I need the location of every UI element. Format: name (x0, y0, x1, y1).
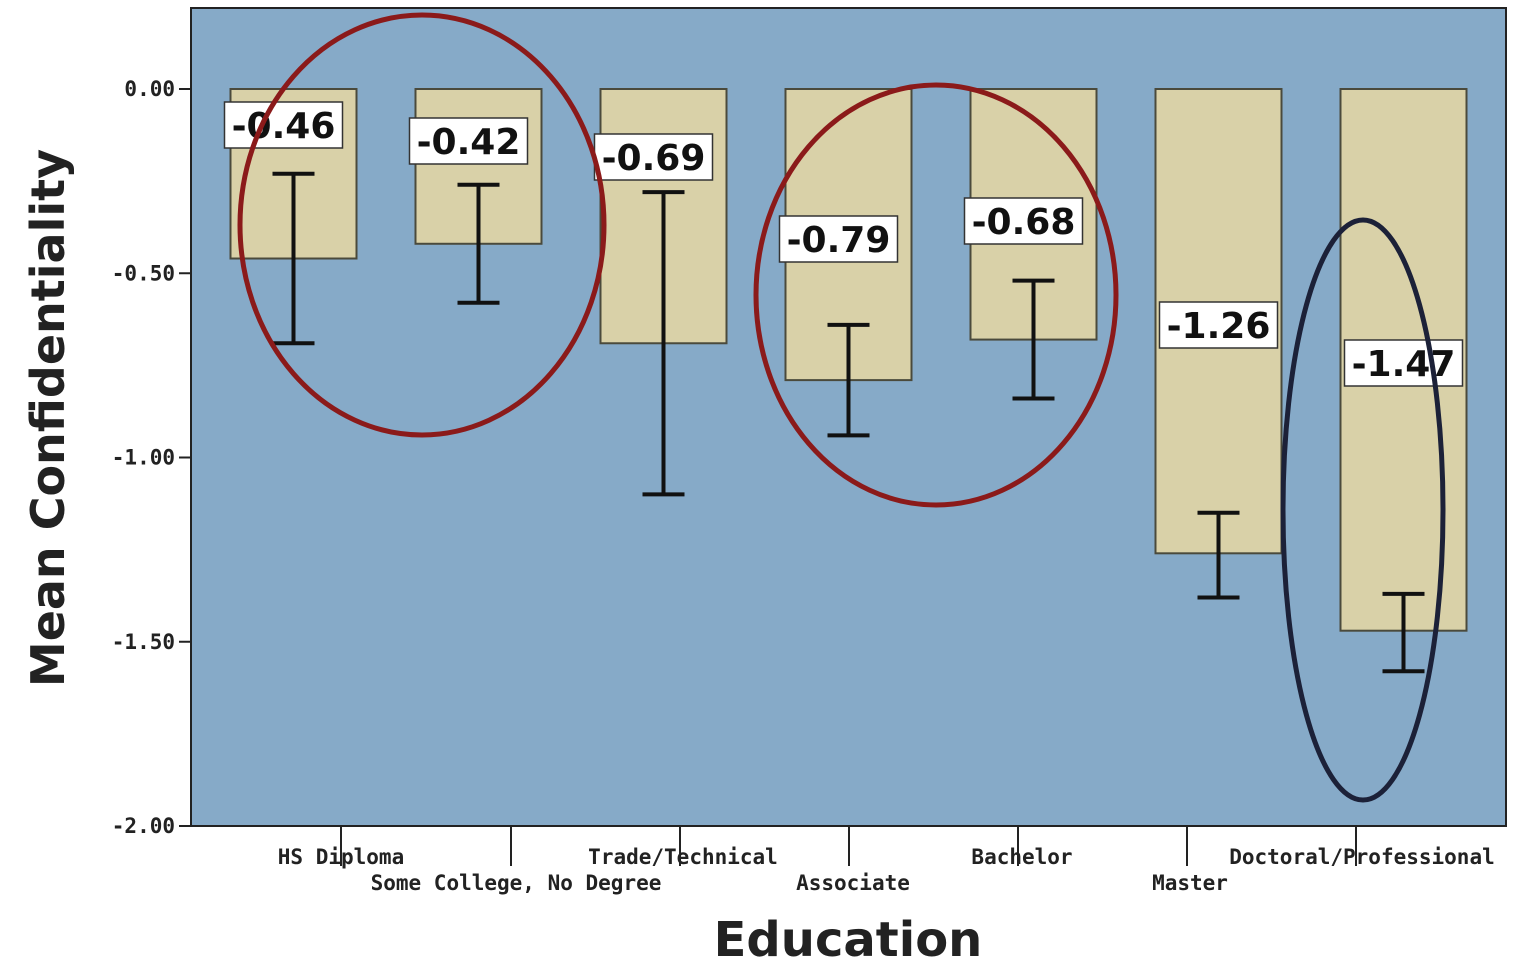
x-tick-label: Some College, No Degree (371, 871, 662, 895)
value-label-box (1343, 339, 1464, 387)
value-label: -0.79 (787, 220, 891, 261)
y-axis-title: Mean Confidentiality (21, 148, 75, 688)
y-tick-label: 0.00 (124, 77, 175, 101)
x-tick-label: Trade/Technical (588, 845, 778, 869)
highlight-ellipse-1 (237, 12, 607, 438)
value-label-box (1158, 301, 1279, 349)
x-tick-label: Associate (796, 871, 910, 895)
y-tick-label: -2.00 (112, 814, 175, 838)
value-label: -0.69 (602, 138, 706, 179)
y-tick-label: -1.50 (112, 630, 175, 654)
x-tick-label: Doctoral/Professional (1229, 845, 1495, 869)
highlight-ellipse-3 (1280, 217, 1446, 803)
x-tick-label: HS Diploma (278, 845, 404, 869)
x-tick-label: Master (1152, 871, 1228, 895)
value-label-box (408, 117, 529, 165)
highlight-ellipse-2 (753, 82, 1119, 508)
x-axis-title: Education (713, 912, 983, 968)
y-tick-label: -0.50 (112, 261, 175, 285)
value-label: -1.47 (1352, 344, 1456, 385)
value-label-box (778, 215, 899, 263)
value-label: -0.68 (972, 202, 1076, 243)
y-tick-label: -1.00 (112, 446, 175, 470)
value-label-box (223, 101, 344, 149)
value-label-box (963, 197, 1084, 245)
value-label: -0.46 (232, 106, 336, 147)
value-label: -1.26 (1167, 306, 1271, 347)
x-tick-label: Bachelor (971, 845, 1072, 869)
value-label: -0.42 (417, 122, 521, 163)
